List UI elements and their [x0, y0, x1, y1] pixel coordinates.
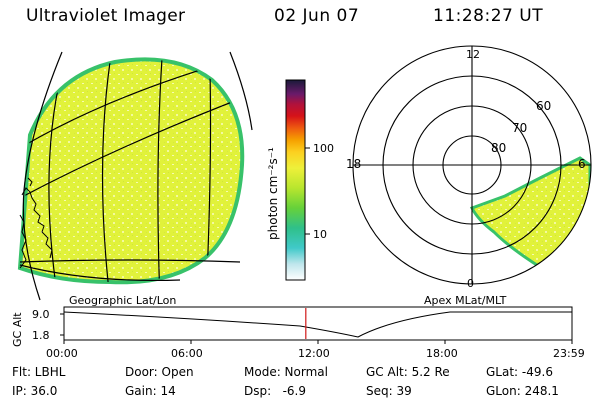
date-label: 02 Jun 07 — [274, 6, 360, 26]
time-label: 11:28:27 UT — [433, 6, 544, 26]
time-axis-tick: 12:00 — [298, 347, 330, 360]
altitude-y-tick: 9.0 — [32, 308, 50, 321]
door-info: Door: Open — [125, 365, 194, 379]
instrument-info: Flt: LBHL IP: 36.0 Door: Open Gain: 14 M… — [12, 365, 559, 398]
time-axis-tick: 18:00 — [426, 347, 458, 360]
apex-map-label: Apex MLat/MLT — [424, 294, 507, 307]
mlt-label-6: 6 — [578, 157, 586, 171]
seq-info: Seq: 39 — [366, 384, 412, 398]
colorbar-tick-label: 10 — [313, 228, 327, 241]
geographic-map-label: Geographic Lat/Lon — [69, 294, 176, 307]
mode-info: Mode: Normal — [244, 365, 328, 379]
time-axis-tick: 06:00 — [171, 347, 203, 360]
filter-info: Flt: LBHL — [12, 365, 66, 379]
altitude-timeline-panel: 9.0 1.8 GC Alt 00:00 06:00 12:00 18:00 2… — [11, 306, 585, 360]
mlt-label-18: 18 — [346, 157, 361, 171]
glat-info: GLat: -49.6 — [486, 365, 553, 379]
mlat-label-70: 70 — [512, 121, 527, 135]
color-scale-bar: 100 10 photon cm⁻²s⁻¹ — [266, 79, 334, 281]
ip-info: IP: 36.0 — [12, 384, 57, 398]
mlat-label-80: 80 — [491, 141, 506, 155]
mlat-label-60: 60 — [536, 99, 551, 113]
mlt-label-12: 12 — [466, 48, 480, 61]
gain-info: Gain: 14 — [125, 384, 176, 398]
time-axis-tick: 23:59 — [553, 347, 585, 360]
gc-alt-info: GC Alt: 5.2 Re — [366, 365, 450, 379]
colorbar-unit-label: photon cm⁻²s⁻¹ — [266, 147, 280, 240]
colorbar-tick-label: 100 — [313, 142, 334, 155]
page-title: Ultraviolet Imager — [26, 6, 186, 26]
glon-info: GLon: 248.1 — [486, 384, 559, 398]
dsp-info: Dsp: -6.9 — [244, 384, 306, 398]
mlt-label-0: 0 — [467, 277, 474, 290]
altitude-y-tick: 1.8 — [32, 329, 50, 342]
altitude-y-axis-label: GC Alt — [11, 312, 24, 347]
geographic-aurora-image — [17, 51, 253, 301]
time-axis-tick: 00:00 — [46, 347, 78, 360]
polar-mlat-mlt-plot: 12 18 6 0 60 70 80 — [346, 45, 592, 290]
